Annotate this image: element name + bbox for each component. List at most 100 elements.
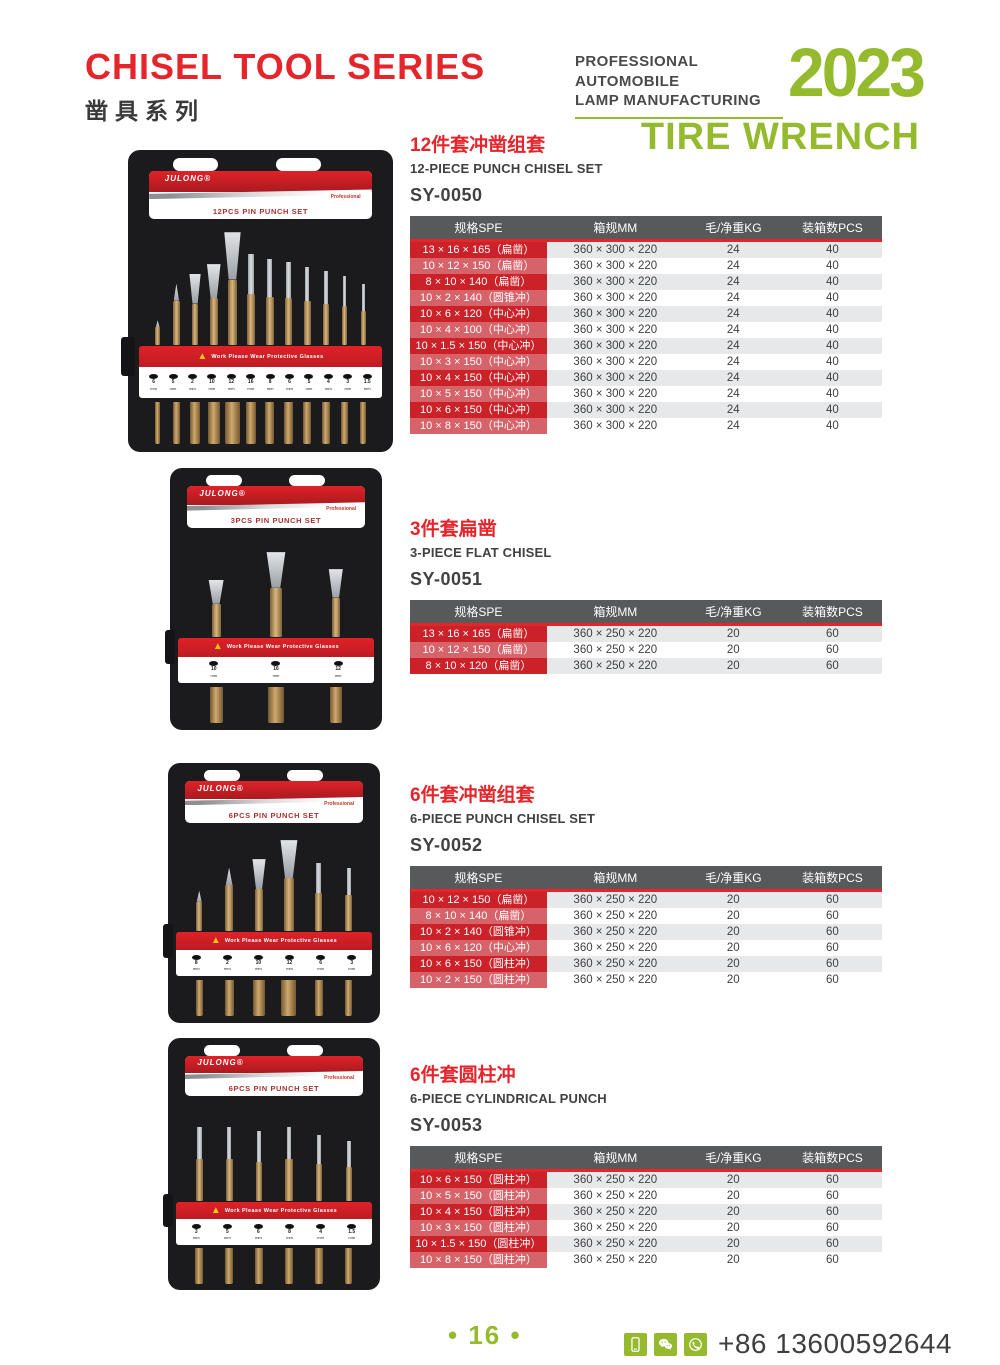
size-oval bbox=[191, 954, 201, 960]
table-row: 10 × 1.5 × 150（圆柱冲） 360 × 250 × 220 20 60 bbox=[410, 1235, 882, 1252]
tool-shafts bbox=[178, 686, 373, 724]
sizes-strip: 3 mm 5 mm 6 mm 8 mm 4 mm 1.5 mm bbox=[176, 1219, 372, 1245]
size-oval bbox=[246, 374, 256, 380]
tool-shafts bbox=[176, 980, 371, 1017]
table-cell: 24 bbox=[683, 337, 783, 354]
table-cell: 360 × 300 × 220 bbox=[546, 417, 684, 434]
section-title-en: 6-PIECE CYLINDRICAL PUNCH bbox=[410, 1090, 607, 1106]
size-label: 8 mm bbox=[265, 374, 275, 391]
table-row: 10 × 1.5 × 150（中心冲） 360 × 300 × 220 24 40 bbox=[410, 337, 882, 354]
size-label: 10 mm bbox=[253, 954, 263, 972]
page-title-zh: 凿具系列 bbox=[85, 97, 205, 124]
label-subtext: Professional bbox=[324, 1074, 355, 1081]
table-cell: 360 × 250 × 220 bbox=[546, 939, 684, 956]
chisel-tool bbox=[224, 1127, 234, 1201]
chisel-tool bbox=[314, 1135, 323, 1201]
size-label: 6 mm bbox=[285, 374, 295, 391]
size-label: 2 mm bbox=[222, 954, 232, 972]
chisel-tool bbox=[195, 890, 203, 931]
tool-tip bbox=[361, 283, 365, 311]
size-label: 6 mm bbox=[253, 1223, 263, 1241]
tool-shaft bbox=[322, 402, 330, 445]
size-label: 8 mm bbox=[191, 954, 201, 972]
tool-shank bbox=[255, 889, 263, 931]
table-cell: 360 × 250 × 220 bbox=[546, 1170, 684, 1188]
table-cell: 13 × 16 × 165（扁凿） bbox=[410, 624, 547, 642]
label-red-band bbox=[149, 171, 372, 193]
side-tab bbox=[162, 924, 174, 958]
section-title-zh: 3件套扁凿 bbox=[410, 519, 497, 540]
chisel-tool bbox=[254, 1131, 263, 1201]
table-cell: 360 × 250 × 220 bbox=[546, 641, 684, 658]
table-cell: 360 × 300 × 220 bbox=[546, 401, 684, 418]
table-row: 8 × 10 × 140（扁凿） 360 × 300 × 220 24 40 bbox=[410, 273, 882, 290]
tool-shank bbox=[322, 303, 330, 345]
table-cell: 20 bbox=[683, 907, 783, 924]
table-cell: 60 bbox=[782, 1219, 882, 1236]
table-cell: 360 × 250 × 220 bbox=[546, 1187, 684, 1204]
table-cell: 40 bbox=[782, 240, 882, 258]
hang-hole bbox=[173, 158, 219, 172]
tool-shaft bbox=[281, 980, 297, 1017]
table-cell: 360 × 300 × 220 bbox=[546, 257, 684, 274]
table-cell: 60 bbox=[782, 1251, 882, 1268]
hang-hole bbox=[206, 475, 243, 487]
warning-text: Work Please Wear Protective Glasses bbox=[211, 353, 324, 360]
category-title: TIRE WRENCH bbox=[640, 116, 920, 158]
table-cell: 360 × 300 × 220 bbox=[546, 369, 684, 386]
size-oval bbox=[285, 374, 295, 380]
table-row: 13 × 16 × 165（扁凿） 360 × 300 × 220 24 40 bbox=[410, 240, 882, 258]
pack-title: 6PCS PIN PUNCH SET bbox=[228, 810, 320, 820]
tool-shank bbox=[195, 1159, 203, 1201]
tool-tip bbox=[267, 259, 273, 297]
product-photo: JULONG® Professional 6PCS PIN PUNCH SET … bbox=[162, 763, 380, 1023]
col-header-weight: 毛/净重KG bbox=[683, 865, 783, 892]
spec-table: 规格SPE 箱规MM 毛/净重KG 装箱数PCS 13 × 16 × 165（扁… bbox=[410, 215, 882, 434]
col-header-spec: 规格SPE bbox=[410, 1145, 547, 1172]
col-header-carton: 箱规MM bbox=[546, 599, 684, 626]
tool-tip bbox=[304, 266, 310, 301]
table-cell: 8 × 10 × 140（扁凿） bbox=[410, 907, 547, 924]
blister-card: JULONG® Professional 12PCS PIN PUNCH SET… bbox=[121, 150, 393, 452]
table-cell: 10 × 1.5 × 150（中心冲） bbox=[410, 337, 547, 354]
chisel-tool bbox=[322, 271, 331, 345]
tool-shank bbox=[285, 1159, 293, 1201]
tool-shaft bbox=[207, 402, 220, 445]
tool-tip bbox=[286, 1127, 292, 1160]
hang-hole bbox=[286, 1045, 323, 1056]
tool-shank bbox=[209, 297, 218, 345]
table-row: 10 × 2 × 140（圆锥冲） 360 × 300 × 220 24 40 bbox=[410, 289, 882, 306]
tool-shaft bbox=[195, 980, 203, 1017]
col-header-spec: 规格SPE bbox=[410, 599, 547, 626]
tool-shaft bbox=[255, 1248, 263, 1284]
table-row: 10 × 12 × 150（扁凿） 360 × 250 × 220 20 60 bbox=[410, 890, 882, 908]
table-cell: 60 bbox=[782, 1235, 882, 1252]
table-cell: 10 × 6 × 150（圆柱冲） bbox=[410, 1170, 547, 1188]
tool-shaft bbox=[315, 1248, 323, 1284]
table-cell: 20 bbox=[683, 890, 783, 908]
contact-block: +86 13600592644 bbox=[624, 1328, 952, 1360]
table-cell: 20 bbox=[683, 955, 783, 972]
table-cell: 8 × 10 × 140（扁凿） bbox=[410, 273, 547, 290]
size-oval bbox=[333, 661, 343, 667]
brand-line-1: PROFESSIONAL AUTOMOBILE bbox=[575, 53, 698, 90]
table-row: 10 × 12 × 150（扁凿） 360 × 300 × 220 24 40 bbox=[410, 257, 882, 274]
table-cell: 10 × 2 × 140（圆锥冲） bbox=[410, 923, 547, 940]
col-header-spec: 规格SPE bbox=[410, 215, 547, 242]
table-cell: 360 × 300 × 220 bbox=[546, 321, 684, 338]
blister-card: JULONG® Professional 3PCS PIN PUNCH SET … bbox=[164, 468, 382, 730]
sizes-strip: 10 mm 16 mm 12 mm bbox=[178, 656, 374, 683]
table-cell: 360 × 300 × 220 bbox=[546, 305, 684, 322]
tool-shaft bbox=[246, 402, 256, 445]
tool-shank bbox=[345, 1167, 352, 1201]
tool-tip bbox=[196, 1127, 202, 1160]
table-cell: 20 bbox=[683, 624, 783, 642]
tools-display bbox=[139, 222, 383, 345]
tool-shaft bbox=[345, 980, 353, 1017]
table-header-row: 规格SPE 箱规MM 毛/净重KG 装箱数PCS bbox=[410, 599, 882, 626]
tool-tip bbox=[224, 232, 241, 280]
table-cell: 24 bbox=[683, 240, 783, 258]
table-cell: 40 bbox=[782, 401, 882, 418]
table-cell: 10 × 12 × 150（扁凿） bbox=[410, 890, 547, 908]
size-oval bbox=[285, 1223, 295, 1229]
